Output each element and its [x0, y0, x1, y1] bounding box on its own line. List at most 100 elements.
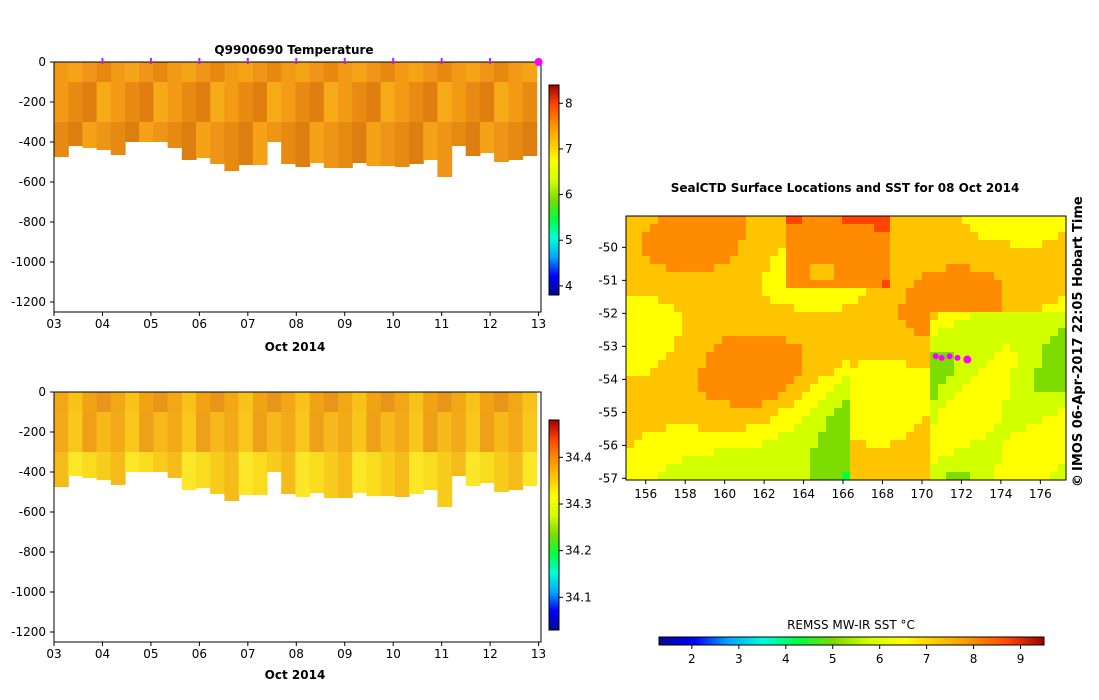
sst-cell [850, 352, 859, 361]
sst-cell [1042, 240, 1051, 249]
sst-cell [674, 416, 683, 425]
sst-cell [1050, 344, 1059, 353]
sst-cell [962, 464, 971, 473]
sst-cell [690, 440, 699, 449]
sst-cell [674, 248, 683, 257]
profile-cell [196, 392, 211, 412]
sst-cell [946, 288, 955, 297]
sst-cell [802, 336, 811, 345]
sst-cell [938, 296, 947, 305]
profile-cell [252, 392, 268, 412]
sst-cell [938, 232, 947, 241]
sst-cell [954, 312, 963, 321]
sst-cell [634, 264, 643, 273]
profile-cell [394, 452, 410, 497]
sst-cell [810, 216, 819, 225]
sst-cell [986, 232, 995, 241]
sst-cell [682, 232, 691, 241]
sst-cell [746, 448, 755, 457]
sst-cell [1026, 240, 1035, 249]
sst-cell [626, 456, 635, 465]
sst-cell [1010, 432, 1019, 441]
sst-cell [922, 352, 931, 361]
sst-cell [842, 416, 851, 425]
colorbar-tick-label: 34.1 [565, 590, 592, 604]
sst-cell [650, 344, 659, 353]
sst-cell [818, 272, 827, 281]
sst-cell [954, 272, 963, 281]
sst-cell [866, 352, 875, 361]
sst-cell [810, 296, 819, 305]
sst-cell [1058, 392, 1066, 401]
sst-cell [938, 240, 947, 249]
sst-cell [634, 360, 643, 369]
sst-colorbar-tick-label: 4 [782, 652, 790, 666]
sst-cell [1042, 312, 1051, 321]
profile-cell [522, 452, 538, 486]
sst-cell [754, 256, 763, 265]
sst-cell [882, 448, 891, 457]
sst-cell [682, 464, 691, 473]
sst-cell [1034, 320, 1043, 329]
sst-cell [634, 440, 643, 449]
sst-cell [1026, 360, 1035, 369]
sst-cell [674, 408, 683, 417]
sst-cell [906, 416, 915, 425]
y-tick-label: -800 [19, 545, 46, 559]
sst-cell [914, 416, 923, 425]
sst-cell [874, 320, 883, 329]
sst-cell [874, 424, 883, 433]
sst-cell [754, 456, 763, 465]
sst-cell [858, 216, 867, 225]
sst-cell [1050, 256, 1059, 265]
sst-cell [866, 312, 875, 321]
sst-cell [1026, 376, 1035, 385]
sst-cell [938, 368, 947, 377]
profile-cell [196, 412, 211, 452]
sst-cell [946, 304, 955, 313]
sst-cell [714, 464, 723, 473]
sst-cell [762, 296, 771, 305]
sst-cell [1018, 416, 1027, 425]
sst-cell [1026, 336, 1035, 345]
sst-cell [1026, 448, 1035, 457]
sst-cell [730, 320, 739, 329]
sst-cell [978, 296, 987, 305]
sst-cell [874, 392, 883, 401]
sst-cell [826, 352, 835, 361]
sst-cell [818, 376, 827, 385]
colorbar-tick-label: 4 [565, 279, 573, 293]
sst-cell [1002, 328, 1011, 337]
profile-cell [54, 122, 69, 157]
sst-cell [890, 392, 899, 401]
sst-cell [850, 400, 859, 409]
sst-cell [770, 360, 779, 369]
sst-cell [850, 432, 859, 441]
map-frame [625, 215, 1067, 481]
sst-cell [858, 408, 867, 417]
sst-cell [906, 232, 915, 241]
sst-cell [906, 248, 915, 257]
sst-cell [874, 296, 883, 305]
sst-cell [858, 368, 867, 377]
sst-cell [738, 360, 747, 369]
sst-cell [802, 416, 811, 425]
sst-cell [746, 424, 755, 433]
sst-cell [1010, 416, 1019, 425]
sst-cell [858, 352, 867, 361]
sst-cell [666, 472, 675, 480]
sst-cell [682, 416, 691, 425]
sst-cell [922, 424, 931, 433]
sst-cell [874, 304, 883, 313]
sst-cell [730, 264, 739, 273]
sst-cell [970, 352, 979, 361]
sst-cell [1050, 328, 1059, 337]
sst-cell [962, 416, 971, 425]
sst-cell [634, 456, 643, 465]
sst-cell [850, 312, 859, 321]
sst-cell [858, 272, 867, 281]
sst-cell [810, 312, 819, 321]
sst-cell [818, 400, 827, 409]
sst-cell [626, 360, 635, 369]
sst-cell [1050, 240, 1059, 249]
